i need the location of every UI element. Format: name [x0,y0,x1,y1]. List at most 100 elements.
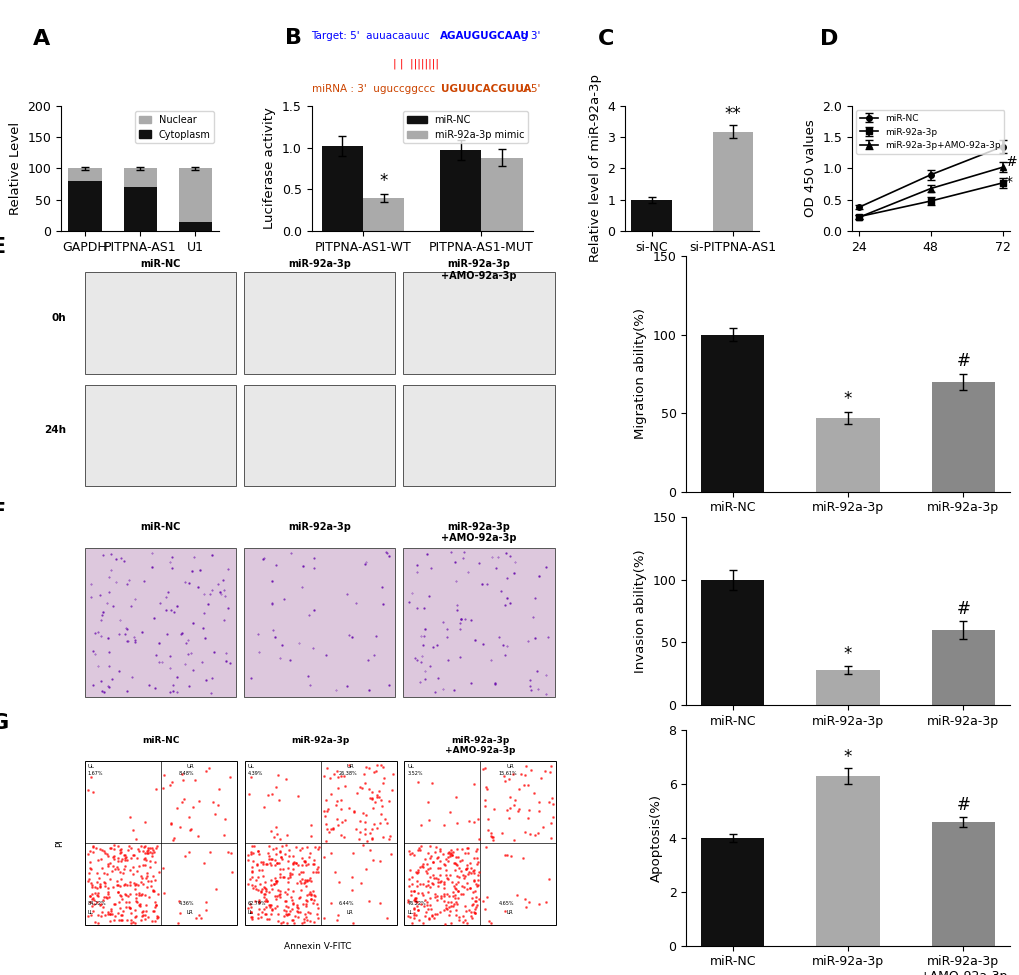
Bar [363,198,404,231]
Bar [404,761,555,925]
Text: UR: UR [505,764,514,769]
Bar [178,169,212,221]
Text: UR: UR [346,764,354,769]
Text: *: * [843,390,852,408]
Text: Target: 5'  auuacaauuc: Target: 5' auuacaauuc [311,31,430,41]
Text: 1.67%: 1.67% [88,771,103,776]
Text: AGAUGUGCAAU: AGAUGUGCAAU [439,31,529,41]
Text: LL: LL [88,911,94,916]
Legend: miR-NC, miR-92a-3p, miR-92a-3p+AMO-92a-3p: miR-NC, miR-92a-3p, miR-92a-3p+AMO-92a-3… [856,110,1004,154]
Bar [244,385,395,487]
Text: B: B [284,27,302,48]
Text: UL: UL [248,764,255,769]
Text: miRNA : 3'  uguccggccc: miRNA : 3' uguccggccc [311,85,434,95]
Text: LR: LR [346,911,353,916]
Text: | |  ||||||||: | | |||||||| [393,58,439,69]
Bar [700,334,763,491]
Text: 0h: 0h [51,313,66,323]
Text: F: F [0,502,6,522]
Bar [815,418,879,491]
Bar [123,169,157,187]
Bar [700,580,763,705]
Bar [930,822,995,946]
Bar [404,548,554,697]
Text: 84.22%: 84.22% [88,901,106,906]
Y-axis label: OD 450 values: OD 450 values [803,120,815,217]
Y-axis label: Invasion ability(%): Invasion ability(%) [634,549,646,673]
Text: UGUUCACGUUA: UGUUCACGUUA [440,85,531,95]
Text: A: A [33,29,50,50]
X-axis label: (h): (h) [920,259,940,272]
Y-axis label: Relative Level: Relative Level [9,122,22,215]
Bar [631,200,672,231]
Text: LL: LL [407,911,413,916]
Bar [85,761,236,925]
Text: PI: PI [55,839,64,847]
Text: *: * [379,173,387,190]
Text: **: ** [723,105,741,123]
Bar [244,272,395,374]
Legend: Nuclear, Cytoplasm: Nuclear, Cytoplasm [136,111,214,143]
Bar [815,670,879,705]
Bar [712,132,753,231]
Text: 3.52%: 3.52% [407,771,423,776]
Text: 62.79%: 62.79% [248,901,266,906]
Text: u 5': u 5' [521,85,540,95]
Bar [481,158,522,231]
Text: UL: UL [407,764,414,769]
Text: miR-92a-3p
+AMO-92a-3p: miR-92a-3p +AMO-92a-3p [441,522,517,543]
Text: LL: LL [248,911,254,916]
Text: UL: UL [88,764,95,769]
Text: 8.48%: 8.48% [178,771,194,776]
Text: #: # [956,797,969,814]
Text: 4.65%: 4.65% [498,901,514,906]
Bar [178,221,212,231]
Text: 4.39%: 4.39% [248,771,263,776]
Text: Annexin V-FITC: Annexin V-FITC [283,943,351,952]
Text: 6.44%: 6.44% [338,901,354,906]
Y-axis label: Migration ability(%): Migration ability(%) [634,308,646,440]
Text: miR-92a-3p
+AMO-92a-3p: miR-92a-3p +AMO-92a-3p [444,735,515,755]
Bar [930,382,995,491]
Text: C: C [598,29,614,50]
Text: #: # [1005,155,1016,169]
Legend: miR-NC, miR-92a-3p mimic: miR-NC, miR-92a-3p mimic [404,111,528,143]
Bar [245,761,396,925]
Text: miR-92a-3p: miR-92a-3p [288,259,351,269]
Bar [85,548,236,697]
Text: *: * [843,748,852,766]
Bar [85,272,236,374]
Text: miR-NC: miR-NC [141,522,180,531]
Text: 76.22%: 76.22% [407,901,426,906]
Bar [439,150,481,231]
Bar [700,838,763,946]
Text: miR-92a-3p: miR-92a-3p [291,735,350,745]
Text: 26.38%: 26.38% [338,771,357,776]
Text: 24h: 24h [44,425,66,435]
Bar [85,385,236,487]
Text: miR-NC: miR-NC [142,735,179,745]
Bar [244,548,395,697]
Text: LR: LR [186,911,194,916]
Y-axis label: Luciferase activity: Luciferase activity [263,107,276,229]
Text: D: D [819,29,838,50]
Y-axis label: Apoptosis(%): Apoptosis(%) [649,794,662,882]
Y-axis label: Relative level of miR-92a-3p: Relative level of miR-92a-3p [588,74,601,262]
Text: 4.36%: 4.36% [178,901,194,906]
Bar [404,272,554,374]
Text: miR-NC: miR-NC [141,259,180,269]
Text: *: * [1005,175,1012,189]
Bar [321,146,363,231]
Bar [815,776,879,946]
Bar [68,169,102,181]
Text: miR-92a-3p
+AMO-92a-3p: miR-92a-3p +AMO-92a-3p [441,259,517,281]
Text: 15.61%: 15.61% [498,771,517,776]
Text: UR: UR [186,764,194,769]
Text: miR-92a-3p: miR-92a-3p [288,522,351,531]
Text: #: # [956,600,969,618]
Text: E: E [0,238,6,257]
Bar [123,187,157,231]
Text: #: # [956,352,969,370]
Text: *: * [843,645,852,663]
Bar [68,181,102,231]
